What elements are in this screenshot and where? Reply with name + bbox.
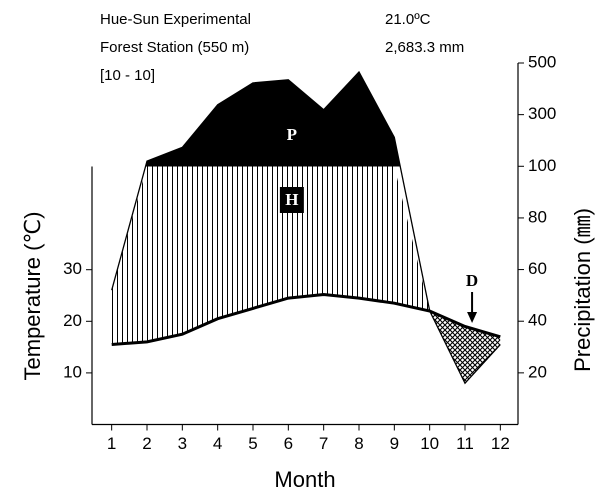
x-tick-label: 3 <box>178 434 187 453</box>
x-tick-label: 12 <box>491 434 510 453</box>
period: [10 - 10] <box>100 67 155 84</box>
x-tick-label: 9 <box>390 434 399 453</box>
mean-temperature: 21.0ºC <box>385 11 431 28</box>
y2-axis-label: Precipitation (㎜) <box>570 208 595 372</box>
y2-tick-label: 20 <box>528 362 547 381</box>
y2-tick-label: 100 <box>528 156 556 175</box>
annual-precipitation: 2,683.3 mm <box>385 39 464 56</box>
station-site: Forest Station (550 m) <box>100 39 249 56</box>
x-axis-label: Month <box>274 467 335 492</box>
y-tick-label: 10 <box>63 362 82 381</box>
humid-area <box>111 166 501 345</box>
perhumid-area <box>111 72 501 167</box>
x-tick-label: 2 <box>142 434 151 453</box>
y-axis-label: Temperature (℃) <box>20 212 45 381</box>
y2-tick-label: 60 <box>528 259 547 278</box>
x-tick-label: 11 <box>456 434 474 453</box>
precipitation-line <box>111 70 501 385</box>
humid-label: H <box>285 190 298 209</box>
x-tick-label: 10 <box>420 434 439 453</box>
y-tick-label: 20 <box>63 311 82 330</box>
x-tick-label: 4 <box>213 434 222 453</box>
station-name: Hue-Sun Experimental <box>100 11 251 28</box>
humid-label-box <box>279 187 304 213</box>
x-tick-label: 7 <box>319 434 328 453</box>
dry-arrow-head <box>467 312 478 323</box>
y2-tick-label: 40 <box>528 311 547 330</box>
y-tick-label: 30 <box>63 259 82 278</box>
y2-tick-label: 80 <box>528 207 547 226</box>
dry-label: D <box>466 271 478 290</box>
x-tick-label: 5 <box>248 434 257 453</box>
y2-tick-label: 500 <box>528 52 556 71</box>
y2-tick-label: 300 <box>528 104 556 123</box>
plot: 1 2 3 4 5 6 7 8 9 10 11 1210203020406080100300500PH… <box>63 52 556 453</box>
perhumid-label: P <box>287 125 297 144</box>
x-tick-label: 1 <box>107 434 116 453</box>
x-tick-label: 8 <box>354 434 363 453</box>
temperature-line <box>111 292 501 346</box>
x-tick-label: 6 <box>284 434 293 453</box>
